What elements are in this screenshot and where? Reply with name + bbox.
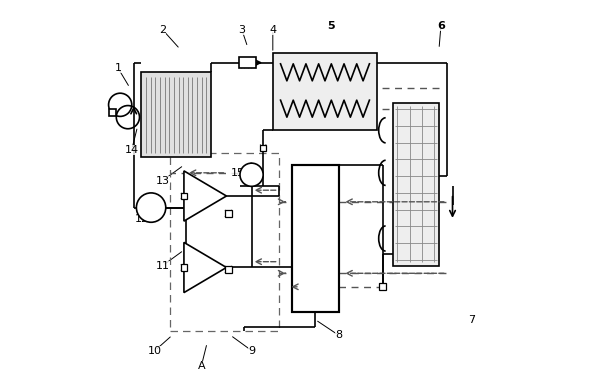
Text: 13: 13 bbox=[156, 176, 170, 185]
Bar bbox=[225, 210, 232, 217]
Text: 14: 14 bbox=[125, 145, 139, 154]
Bar bbox=[260, 145, 266, 151]
Bar bbox=[392, 103, 439, 265]
Bar bbox=[239, 57, 256, 68]
Polygon shape bbox=[184, 171, 226, 221]
Text: 9: 9 bbox=[248, 346, 255, 356]
Text: 15: 15 bbox=[231, 168, 245, 178]
Circle shape bbox=[240, 163, 263, 186]
Bar bbox=[225, 266, 232, 273]
Text: 8: 8 bbox=[335, 330, 342, 340]
Text: A: A bbox=[198, 361, 205, 371]
Bar bbox=[181, 264, 187, 270]
Text: 3: 3 bbox=[239, 25, 246, 35]
Bar bbox=[273, 53, 377, 130]
Bar bbox=[170, 154, 279, 331]
Text: 2: 2 bbox=[159, 25, 166, 35]
Text: 5: 5 bbox=[327, 21, 334, 31]
Polygon shape bbox=[184, 242, 226, 292]
Bar bbox=[110, 109, 116, 116]
Circle shape bbox=[136, 193, 166, 222]
Text: 7: 7 bbox=[468, 315, 475, 325]
Text: 12: 12 bbox=[134, 214, 149, 224]
Text: 6: 6 bbox=[437, 21, 445, 31]
Text: 10: 10 bbox=[148, 346, 162, 356]
Bar bbox=[292, 165, 339, 312]
Bar bbox=[379, 283, 387, 290]
Bar bbox=[181, 193, 187, 199]
Text: 4: 4 bbox=[269, 25, 276, 35]
Text: 1: 1 bbox=[115, 64, 122, 73]
Bar bbox=[141, 73, 211, 157]
Text: 11: 11 bbox=[156, 261, 170, 270]
